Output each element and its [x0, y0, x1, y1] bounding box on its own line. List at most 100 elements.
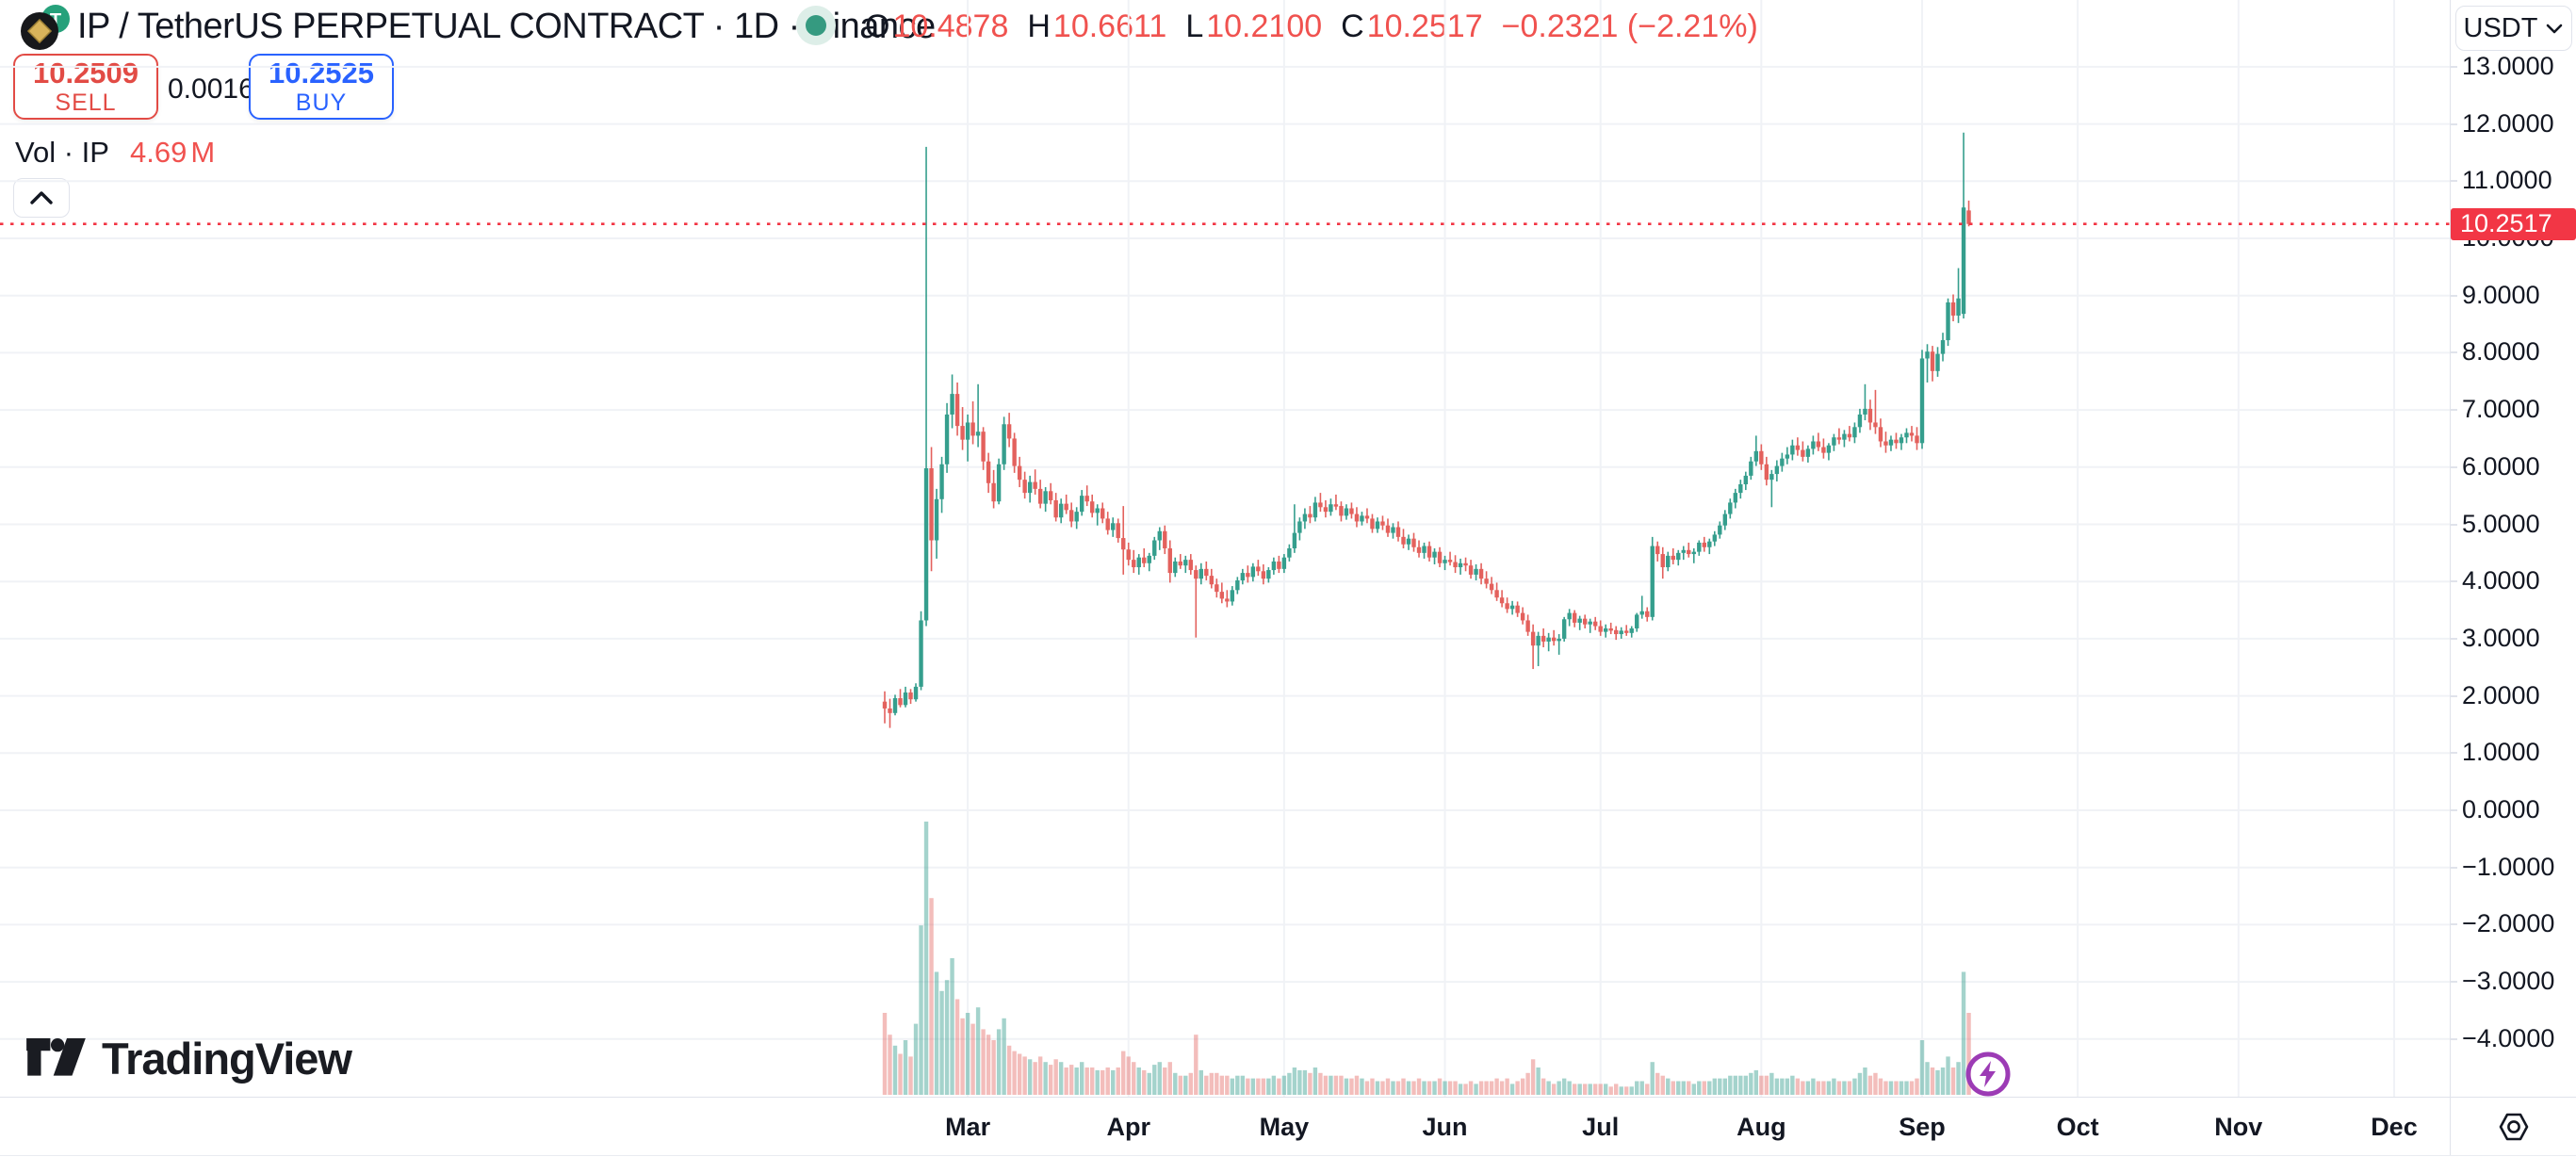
volume-legend[interactable]: Vol · IP 4.69 M	[15, 136, 215, 170]
candle-body	[1567, 612, 1572, 620]
candle-body	[1629, 627, 1634, 633]
buy-button[interactable]: 10.2525 BUY	[249, 54, 394, 120]
currency-selector[interactable]: USDT	[2455, 6, 2572, 51]
candle-body	[908, 692, 913, 700]
volume-bar	[1826, 1081, 1832, 1095]
volume-bar	[1478, 1081, 1484, 1095]
price-tick-mark	[2451, 465, 2457, 468]
volume-bar	[1557, 1081, 1561, 1095]
tradingview-logo[interactable]: TradingView	[26, 1033, 352, 1084]
candle-body	[1068, 510, 1074, 522]
ohlc-low: L 10.2100	[1185, 8, 1323, 44]
candle-body	[1525, 620, 1530, 632]
candle-body	[1364, 515, 1370, 519]
candle-body	[1536, 635, 1541, 646]
price-tick-label: 1.0000	[2462, 738, 2540, 767]
month-label-nov: Nov	[2214, 1113, 2263, 1141]
candle-body	[1395, 527, 1401, 537]
volume-bar	[1509, 1084, 1515, 1095]
candle-body	[1738, 484, 1743, 494]
market-status-icon[interactable]	[796, 6, 836, 45]
candle-body	[1318, 502, 1323, 508]
volume-bar	[1173, 1072, 1178, 1095]
candle-body	[1883, 441, 1888, 446]
price-tick-mark	[2451, 523, 2457, 526]
candle-body	[939, 464, 944, 499]
candle-body	[1391, 527, 1395, 533]
volume-bar	[1048, 1065, 1053, 1095]
candle-body	[1474, 568, 1478, 575]
symbol-title[interactable]: IP / TetherUS PERPETUAL CONTRACT · 1D · …	[77, 7, 936, 46]
candle-body	[1178, 561, 1182, 566]
volume-bar	[1956, 1062, 1961, 1095]
price-tick-mark	[2451, 580, 2457, 583]
month-label-sep: Sep	[1899, 1113, 1946, 1141]
candle-body	[986, 461, 991, 483]
candle-body	[1277, 561, 1281, 569]
candle-body	[1811, 441, 1816, 449]
volume-bar	[1816, 1081, 1821, 1095]
candle-body	[1619, 630, 1623, 635]
ohlc-open: O 10.4878	[865, 8, 1009, 44]
ohlc-high: H 10.6611	[1027, 8, 1167, 44]
volume-bar	[939, 990, 944, 1095]
volume-bar	[1857, 1072, 1863, 1095]
candle-body	[965, 422, 970, 440]
candle-body	[1961, 207, 1966, 315]
candle-body	[1167, 547, 1172, 574]
volume-bar	[981, 1029, 986, 1095]
volume-bar	[1899, 1081, 1904, 1095]
month-label-mar: Mar	[945, 1113, 991, 1141]
sell-button[interactable]: 10.2509 SELL	[13, 54, 158, 120]
volume-bar	[1805, 1081, 1811, 1095]
price-tick-label: −3.0000	[2462, 967, 2555, 996]
ohlc-change: −0.2321 (−2.21%)	[1501, 8, 1758, 44]
month-label-apr: Apr	[1106, 1113, 1150, 1141]
candle-body	[1256, 566, 1261, 572]
candle-body	[1687, 549, 1691, 555]
candle-body	[954, 394, 960, 427]
candle-body	[1484, 578, 1489, 584]
volume-bar	[1194, 1035, 1198, 1095]
tradingview-logo-text: TradingView	[102, 1034, 352, 1084]
volume-bar	[1079, 1062, 1084, 1095]
lightning-icon[interactable]	[1964, 1050, 2013, 1099]
volume-bar	[1204, 1075, 1209, 1095]
volume-bar	[954, 999, 960, 1095]
candle-body	[1323, 507, 1329, 513]
candle-body	[1676, 552, 1681, 561]
volume-bar	[1037, 1056, 1043, 1095]
collapse-panel-button[interactable]	[13, 178, 70, 218]
price-axis[interactable]: 13.000012.000011.000010.00009.00008.0000…	[2450, 0, 2576, 1097]
candle-body	[1635, 614, 1639, 628]
candle-body	[1707, 541, 1712, 547]
candle-body	[934, 498, 939, 541]
price-tick-mark	[2451, 122, 2457, 125]
volume-bar	[1136, 1067, 1141, 1095]
volume-bar	[1878, 1078, 1883, 1095]
price-chart[interactable]	[0, 0, 2450, 1097]
volume-bar	[1494, 1078, 1499, 1095]
volume-bar	[1702, 1081, 1706, 1095]
volume-bar	[1852, 1078, 1857, 1095]
volume-bar	[929, 898, 934, 1095]
candle-body	[1608, 627, 1613, 631]
volume-bar	[1940, 1067, 1946, 1095]
volume-bar	[1847, 1081, 1852, 1095]
volume-bar	[1033, 1062, 1037, 1095]
candle-body	[1432, 551, 1437, 558]
time-axis[interactable]: Mar Apr May Jun Jul Aug Sep Oct Nov Dec	[0, 1097, 2450, 1156]
volume-bar	[1132, 1062, 1136, 1095]
volume-bar	[1209, 1072, 1215, 1095]
candle-body	[1116, 523, 1120, 539]
volume-bar	[1474, 1084, 1478, 1095]
volume-bar	[1167, 1062, 1172, 1095]
candle-body	[950, 394, 954, 415]
volume-bar	[1681, 1081, 1686, 1095]
candle-body	[1505, 603, 1509, 610]
price-tick-mark	[2451, 1037, 2457, 1040]
scale-settings-icon[interactable]	[2495, 1108, 2533, 1146]
volume-bar	[1598, 1084, 1603, 1095]
candle-body	[1271, 561, 1277, 571]
volume-bar	[1225, 1075, 1230, 1095]
